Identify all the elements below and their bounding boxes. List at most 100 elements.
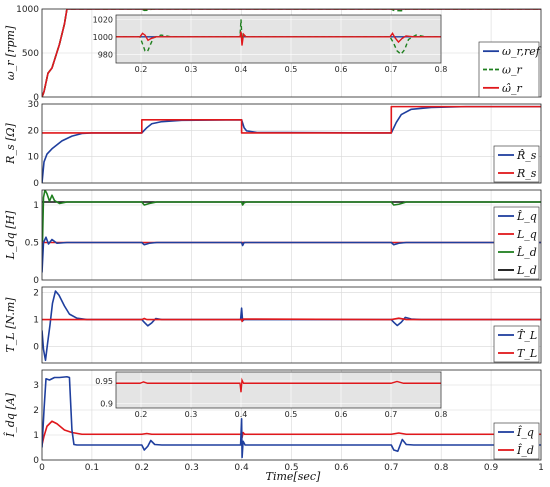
x-tick-label: 0 <box>39 463 45 473</box>
panel-4-legend-box <box>493 325 540 363</box>
x-tick-label: 0.8 <box>434 463 449 473</box>
panel-3-frame <box>41 189 542 281</box>
panel-1-legend: ω_r,ref ω_r ω̂_r <box>478 41 542 98</box>
panel-1-inset-frame <box>115 14 442 64</box>
panel-2-legend: R̂_s R_s <box>493 145 540 183</box>
x-tick-label: 0.1 <box>85 463 99 473</box>
panel-2-legend-label: R̂_s <box>516 149 537 162</box>
panel-5-legend-label: Î_q <box>516 425 534 439</box>
panel-3-y-tick-label: 0 <box>33 276 39 286</box>
panel-5-y-tick-label: 0 <box>33 456 39 466</box>
panel-4-y-axis-label: T_L [N.m] <box>4 297 17 353</box>
panel-5-y-tick-label: 1 <box>33 431 39 441</box>
panel-5-inset-y-tick-label: 0.95 <box>95 377 113 386</box>
panel-5-y-tick-label: 3 <box>33 381 39 391</box>
panel-1-y-axis-label: ω_r [rpm] <box>4 25 17 80</box>
panel-1-inset-x-tick-label: 0.3 <box>185 65 198 74</box>
panel-4-frame <box>41 286 542 364</box>
panel-2-y-tick-label: 10 <box>28 153 40 163</box>
panel-4-y-tick-label: 0 <box>33 343 39 353</box>
x-tick-label: 0.3 <box>185 463 199 473</box>
panel-3-series-line-2 <box>42 190 541 266</box>
x-tick-label: 0.9 <box>484 463 499 473</box>
panel-2-y-tick-label: 20 <box>28 126 40 136</box>
panel-5-inset-x-tick-label: 0.7 <box>385 410 398 419</box>
x-axis-label: Time[sec] <box>266 470 321 483</box>
x-tick-label: 0.4 <box>234 463 249 473</box>
panel-2-series-line-1 <box>42 105 541 183</box>
panel-3-legend-label: L_q <box>516 228 537 241</box>
panel-2-legend-box <box>493 145 540 183</box>
panel-1-y-tick-label: 500 <box>22 49 39 59</box>
panel-5-legend-box <box>493 422 540 460</box>
panel-1-inset-x-tick-label: 0.4 <box>235 65 248 74</box>
panel-2-frame <box>41 103 542 184</box>
panel-5-inset-series <box>116 377 441 393</box>
panel-2-series <box>42 105 541 183</box>
panel-4-y-tick-label: 2 <box>33 288 39 298</box>
panel-5-inset-line-1 <box>116 377 441 393</box>
panel-4-series-line-1 <box>42 290 541 362</box>
panel-5-y-tick-label: 2 <box>33 406 39 416</box>
panel-5-inset-x-tick-label: 0.6 <box>335 410 348 419</box>
panel-1-series <box>42 9 541 97</box>
panel-1-inset-x-tick-label: 0.5 <box>285 65 298 74</box>
panel-5-inset-frame <box>115 371 442 409</box>
panel-2-axes: 0 10 20 30 R_s [Ω] <box>4 100 542 189</box>
panel-5-inset-x-tick-label: 0.2 <box>135 410 148 419</box>
panel-1-inset-series <box>116 19 441 56</box>
panel-1-inset-y-tick-label: 980 <box>98 50 113 59</box>
panel-4-legend-label: T̂_L <box>517 329 537 342</box>
x-tick-label: 0.7 <box>384 463 398 473</box>
panel-3-y-axis-label: L_dq [H] <box>4 210 17 260</box>
panel-1-inset-axes: 980 1000 1020 0.2 0.3 0.4 0.5 0.6 0.7 0.8 <box>93 14 448 74</box>
panel-1-inset-x-tick-label: 0.2 <box>135 65 148 74</box>
panel-4-series <box>42 290 541 362</box>
panel-4-legend: T̂_L T_L <box>493 325 540 363</box>
panel-5-series <box>42 375 541 459</box>
panel-5-series-line-1 <box>42 420 541 446</box>
panel-3-legend: L̂_q L_q L̂_d L_d <box>493 206 540 280</box>
panel-1-series-line-3 <box>42 9 541 97</box>
panel-1-inset-y-tick-label: 1000 <box>93 33 113 42</box>
panel-4-series-line-2 <box>42 317 541 323</box>
panel-1-legend-label: ω_r,ref <box>502 45 542 58</box>
panel-2-series-line-2 <box>42 105 541 134</box>
panel-3-axes: 0 0.5 1 L_dq [H] <box>4 189 542 286</box>
panel-5-legend-label: Î_d <box>516 443 534 457</box>
panel-3-series <box>42 190 541 273</box>
panel-1-inset-x-tick-label: 0.8 <box>435 65 448 74</box>
panel-1-inset-y-tick-label: 1020 <box>93 15 113 24</box>
panel-3-y-tick-label: 1 <box>33 201 39 211</box>
panel-2-y-tick-label: 30 <box>28 100 40 110</box>
panel-4-axes: 0 1 2 T_L [N.m] <box>4 286 542 364</box>
panel-5-inset-plot-area <box>116 372 441 408</box>
panel-5-inset-x-tick-label: 0.8 <box>435 410 448 419</box>
panel-5-y-axis-label: Î_dq [A] <box>3 392 17 438</box>
panel-2-legend-label: R_s <box>516 167 537 180</box>
panel-1-y-tick-label: 1000 <box>16 5 39 15</box>
panel-3-legend-label: L_d <box>516 264 537 277</box>
panel-5-series-line-2 <box>42 375 541 459</box>
panel-3-legend-label: L̂_d <box>516 246 537 259</box>
x-tick-label: 0.6 <box>334 463 349 473</box>
panel-1-inset-plot-area <box>116 15 441 63</box>
x-tick-label: 1 <box>538 463 544 473</box>
panel-4-legend-label: T_L <box>517 347 537 360</box>
panel-1-inset-x-tick-label: 0.7 <box>385 65 398 74</box>
panel-4-y-tick-label: 1 <box>33 316 39 326</box>
panel-5-inset-x-tick-label: 0.3 <box>185 410 198 419</box>
panel-5-legend: Î_q Î_d <box>493 422 540 460</box>
x-tick-label: 0.5 <box>284 463 298 473</box>
panel-1-inset-line-3 <box>116 31 441 46</box>
panel-3-legend-box <box>493 206 540 280</box>
panel-5-frame <box>41 369 542 461</box>
panel-1-inset-x-tick-label: 0.6 <box>335 65 348 74</box>
panel-1-y-tick-label: 0 <box>33 93 39 103</box>
panel-5-inset-x-tick-label: 0.4 <box>235 410 248 419</box>
panel-3-series-line-4 <box>42 236 541 273</box>
x-tick-label: 0.2 <box>135 463 149 473</box>
panel-5-inset-x-tick-label: 0.5 <box>285 410 298 419</box>
panel-1-legend-label: ω̂_r <box>502 82 522 95</box>
